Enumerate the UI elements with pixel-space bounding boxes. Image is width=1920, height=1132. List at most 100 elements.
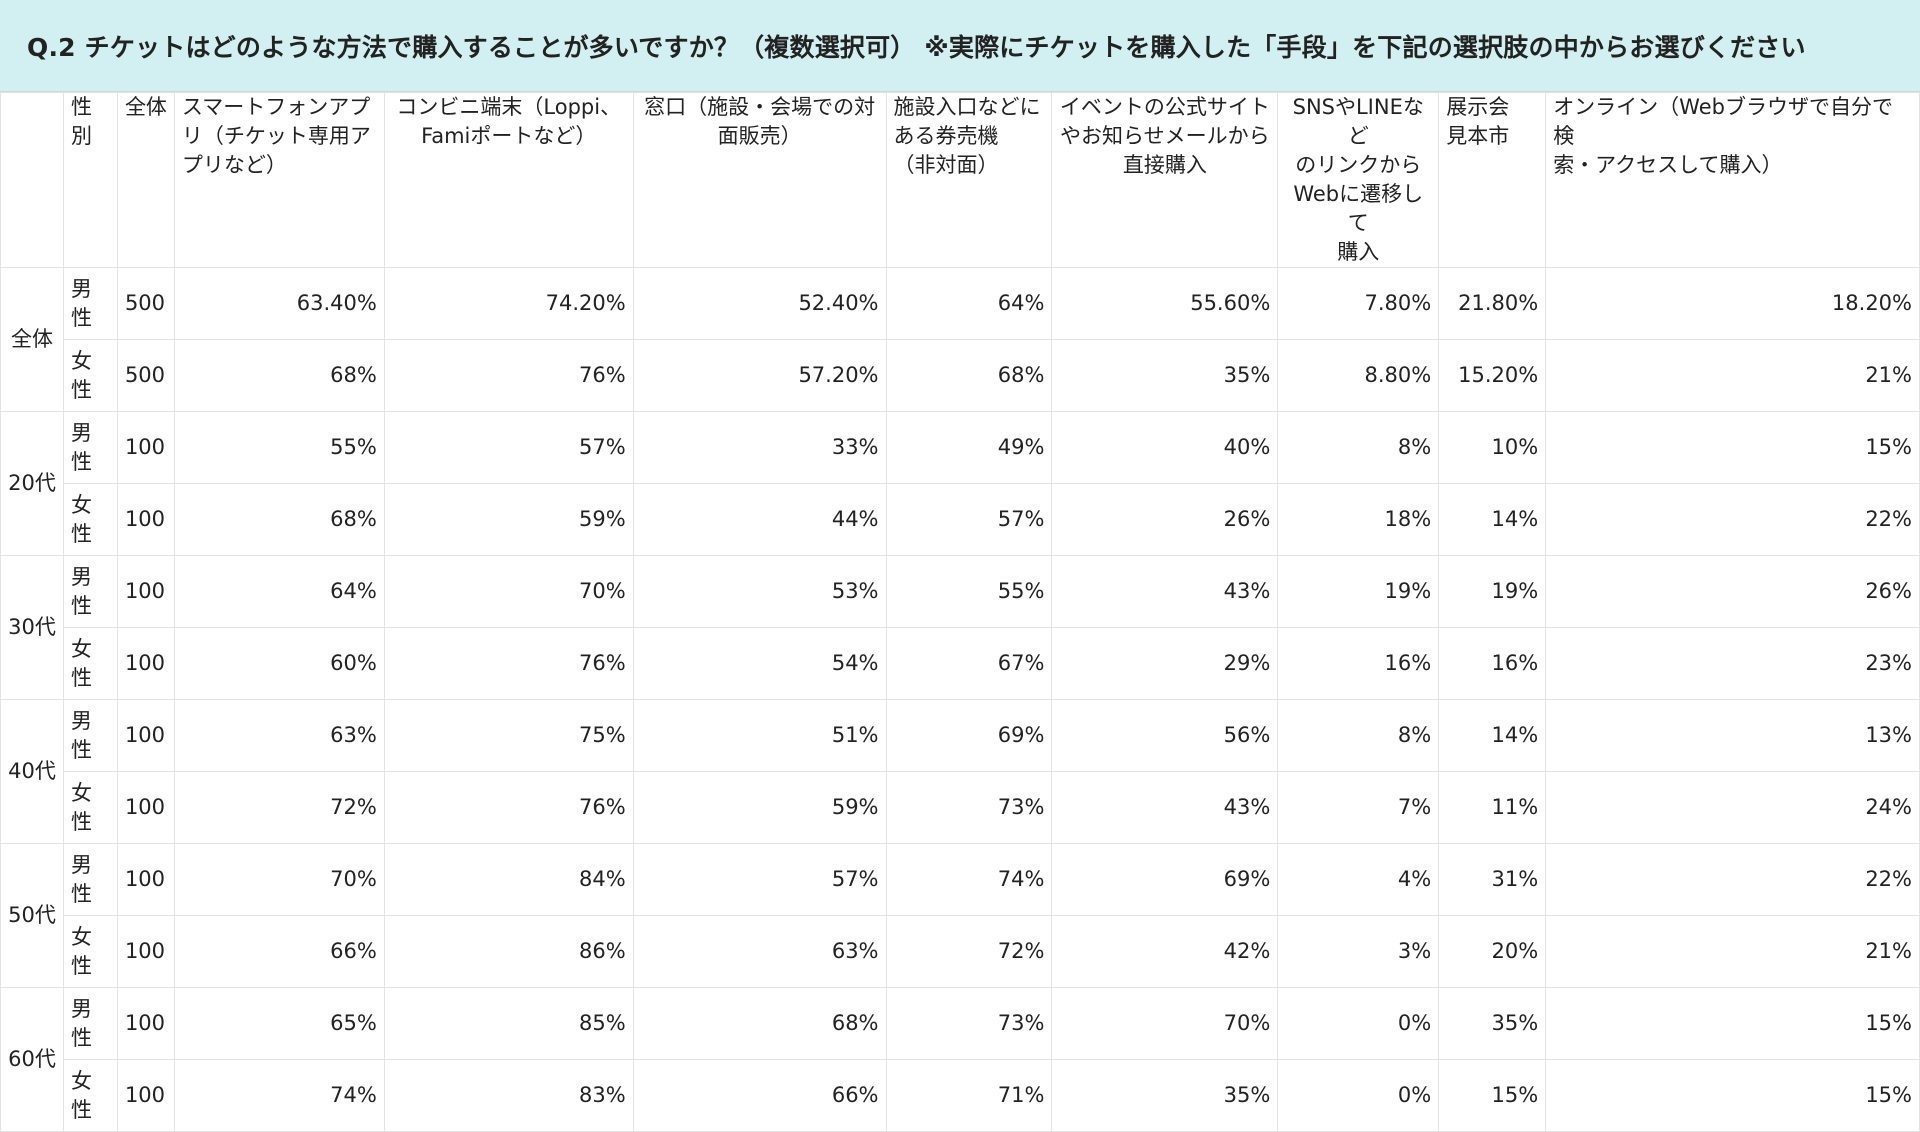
percentage-cell: 35% (1438, 987, 1547, 1060)
percentage-cell: 15% (1545, 411, 1920, 484)
percentage-cell: 63% (173, 699, 385, 772)
percentage-cell: 71% (885, 1059, 1053, 1132)
sample-size-cell: 100 (116, 483, 175, 556)
percentage-cell: 83% (383, 1059, 634, 1132)
sex-cell: 女性 (62, 771, 118, 844)
percentage-cell: 74% (173, 1059, 385, 1132)
percentage-cell: 16% (1438, 627, 1547, 700)
sample-size-cell: 100 (116, 699, 175, 772)
percentage-cell: 7% (1277, 771, 1440, 844)
percentage-cell: 35% (1051, 1059, 1279, 1132)
sex-cell: 女性 (62, 627, 118, 700)
percentage-cell: 49% (885, 411, 1053, 484)
percentage-cell: 29% (1051, 627, 1279, 700)
percentage-cell: 72% (885, 915, 1053, 988)
results-table: 性別 全体 スマートフォンアプ リ（チケット専用ア プリなど） コンビニ端末（L… (0, 92, 1920, 1132)
percentage-cell: 44% (632, 483, 887, 556)
sample-size-cell: 100 (116, 411, 175, 484)
percentage-cell: 76% (383, 339, 634, 412)
percentage-cell: 4% (1277, 843, 1440, 916)
sex-cell: 男性 (62, 987, 118, 1060)
sex-cell: 女性 (62, 915, 118, 988)
option-header-online-browser: オンライン（Webブラウザで自分で検 索・アクセスして購入） (1545, 92, 1920, 268)
percentage-cell: 69% (1051, 843, 1279, 916)
percentage-cell: 65% (173, 987, 385, 1060)
percentage-cell: 85% (383, 987, 634, 1060)
sex-cell: 男性 (62, 267, 118, 340)
sample-size-cell: 100 (116, 555, 175, 628)
percentage-cell: 24% (1545, 771, 1920, 844)
percentage-cell: 18% (1277, 483, 1440, 556)
percentage-cell: 66% (173, 915, 385, 988)
age-group-label: 60代 (0, 987, 64, 1132)
percentage-cell: 15.20% (1438, 339, 1547, 412)
table-row: 30代 男性 100 64% 70% 53% 55% 43% 19% 19% 26% (0, 555, 1920, 700)
percentage-cell: 0% (1277, 987, 1440, 1060)
percentage-cell: 69% (885, 699, 1053, 772)
percentage-cell: 0% (1277, 1059, 1440, 1132)
percentage-cell: 51% (632, 699, 887, 772)
sex-header: 性別 (62, 92, 118, 268)
percentage-cell: 84% (383, 843, 634, 916)
percentage-cell: 74% (885, 843, 1053, 916)
sex-cell: 女性 (62, 1059, 118, 1132)
percentage-cell: 86% (383, 915, 634, 988)
percentage-cell: 14% (1438, 483, 1547, 556)
percentage-cell: 68% (632, 987, 887, 1060)
percentage-cell: 76% (383, 627, 634, 700)
percentage-cell: 76% (383, 771, 634, 844)
percentage-cell: 52.40% (632, 267, 887, 340)
percentage-cell: 59% (632, 771, 887, 844)
percentage-cell: 15% (1438, 1059, 1547, 1132)
percentage-cell: 26% (1051, 483, 1279, 556)
percentage-cell: 13% (1545, 699, 1920, 772)
table-row: 女性 100 66% 86% 63% 72% 42% 3% 20% 21% (1, 915, 1920, 988)
question-text: Q.2 チケットはどのような方法で購入することが多いですか？（複数選択可） ※実… (27, 32, 1806, 62)
table-row: 女性 100 72% 76% 59% 73% 43% 7% 11% 24% (1, 771, 1920, 844)
header-row: 性別 全体 スマートフォンアプ リ（チケット専用ア プリなど） コンビニ端末（L… (0, 92, 1920, 268)
percentage-cell: 7.80% (1277, 267, 1440, 340)
percentage-cell: 18.20% (1545, 267, 1920, 340)
percentage-cell: 70% (1051, 987, 1279, 1060)
percentage-cell: 57% (632, 843, 887, 916)
age-group-label: 30代 (0, 555, 64, 700)
percentage-cell: 74.20% (383, 267, 634, 340)
table-row: 20代 男性 100 55% 57% 33% 49% 40% 8% 10% 15% (0, 411, 1920, 556)
age-header (0, 92, 64, 268)
option-header-exhibition: 展示会 見本市 (1438, 92, 1547, 268)
sample-size-cell: 500 (116, 267, 175, 340)
percentage-cell: 75% (383, 699, 634, 772)
percentage-cell: 43% (1051, 771, 1279, 844)
percentage-cell: 63.40% (173, 267, 385, 340)
percentage-cell: 20% (1438, 915, 1547, 988)
percentage-cell: 19% (1277, 555, 1440, 628)
sex-cell: 男性 (62, 555, 118, 628)
table-row: 女性 100 68% 59% 44% 57% 26% 18% 14% 22% (1, 483, 1920, 556)
table-row: 40代 男性 100 63% 75% 51% 69% 56% 8% 14% 13% (0, 699, 1920, 844)
sex-cell: 男性 (62, 699, 118, 772)
percentage-cell: 54% (632, 627, 887, 700)
percentage-cell: 40% (1051, 411, 1279, 484)
sample-size-cell: 100 (116, 915, 175, 988)
sex-cell: 男性 (62, 843, 118, 916)
percentage-cell: 55% (885, 555, 1053, 628)
option-header-sns-link: SNSやLINEなど のリンクから Webに遷移して 購入 (1277, 92, 1440, 268)
percentage-cell: 43% (1051, 555, 1279, 628)
percentage-cell: 15% (1545, 1059, 1920, 1132)
percentage-cell: 8% (1277, 411, 1440, 484)
percentage-cell: 8% (1277, 699, 1440, 772)
percentage-cell: 53% (632, 555, 887, 628)
sample-size-cell: 500 (116, 339, 175, 412)
percentage-cell: 35% (1051, 339, 1279, 412)
sex-cell: 女性 (62, 339, 118, 412)
percentage-cell: 42% (1051, 915, 1279, 988)
percentage-cell: 57.20% (632, 339, 887, 412)
option-header-official-site: イベントの公式サイト やお知らせメールから 直接購入 (1051, 92, 1279, 268)
table-row: 50代 男性 100 70% 84% 57% 74% 69% 4% 31% 22% (0, 843, 1920, 988)
table-row: 女性 500 68% 76% 57.20% 68% 35% 8.80% 15.20% 21% (1, 339, 1920, 412)
percentage-cell: 8.80% (1277, 339, 1440, 412)
sample-size-cell: 100 (116, 987, 175, 1060)
percentage-cell: 72% (173, 771, 385, 844)
option-header-counter: 窓口（施設・会場での対 面販売） (632, 92, 887, 268)
percentage-cell: 3% (1277, 915, 1440, 988)
